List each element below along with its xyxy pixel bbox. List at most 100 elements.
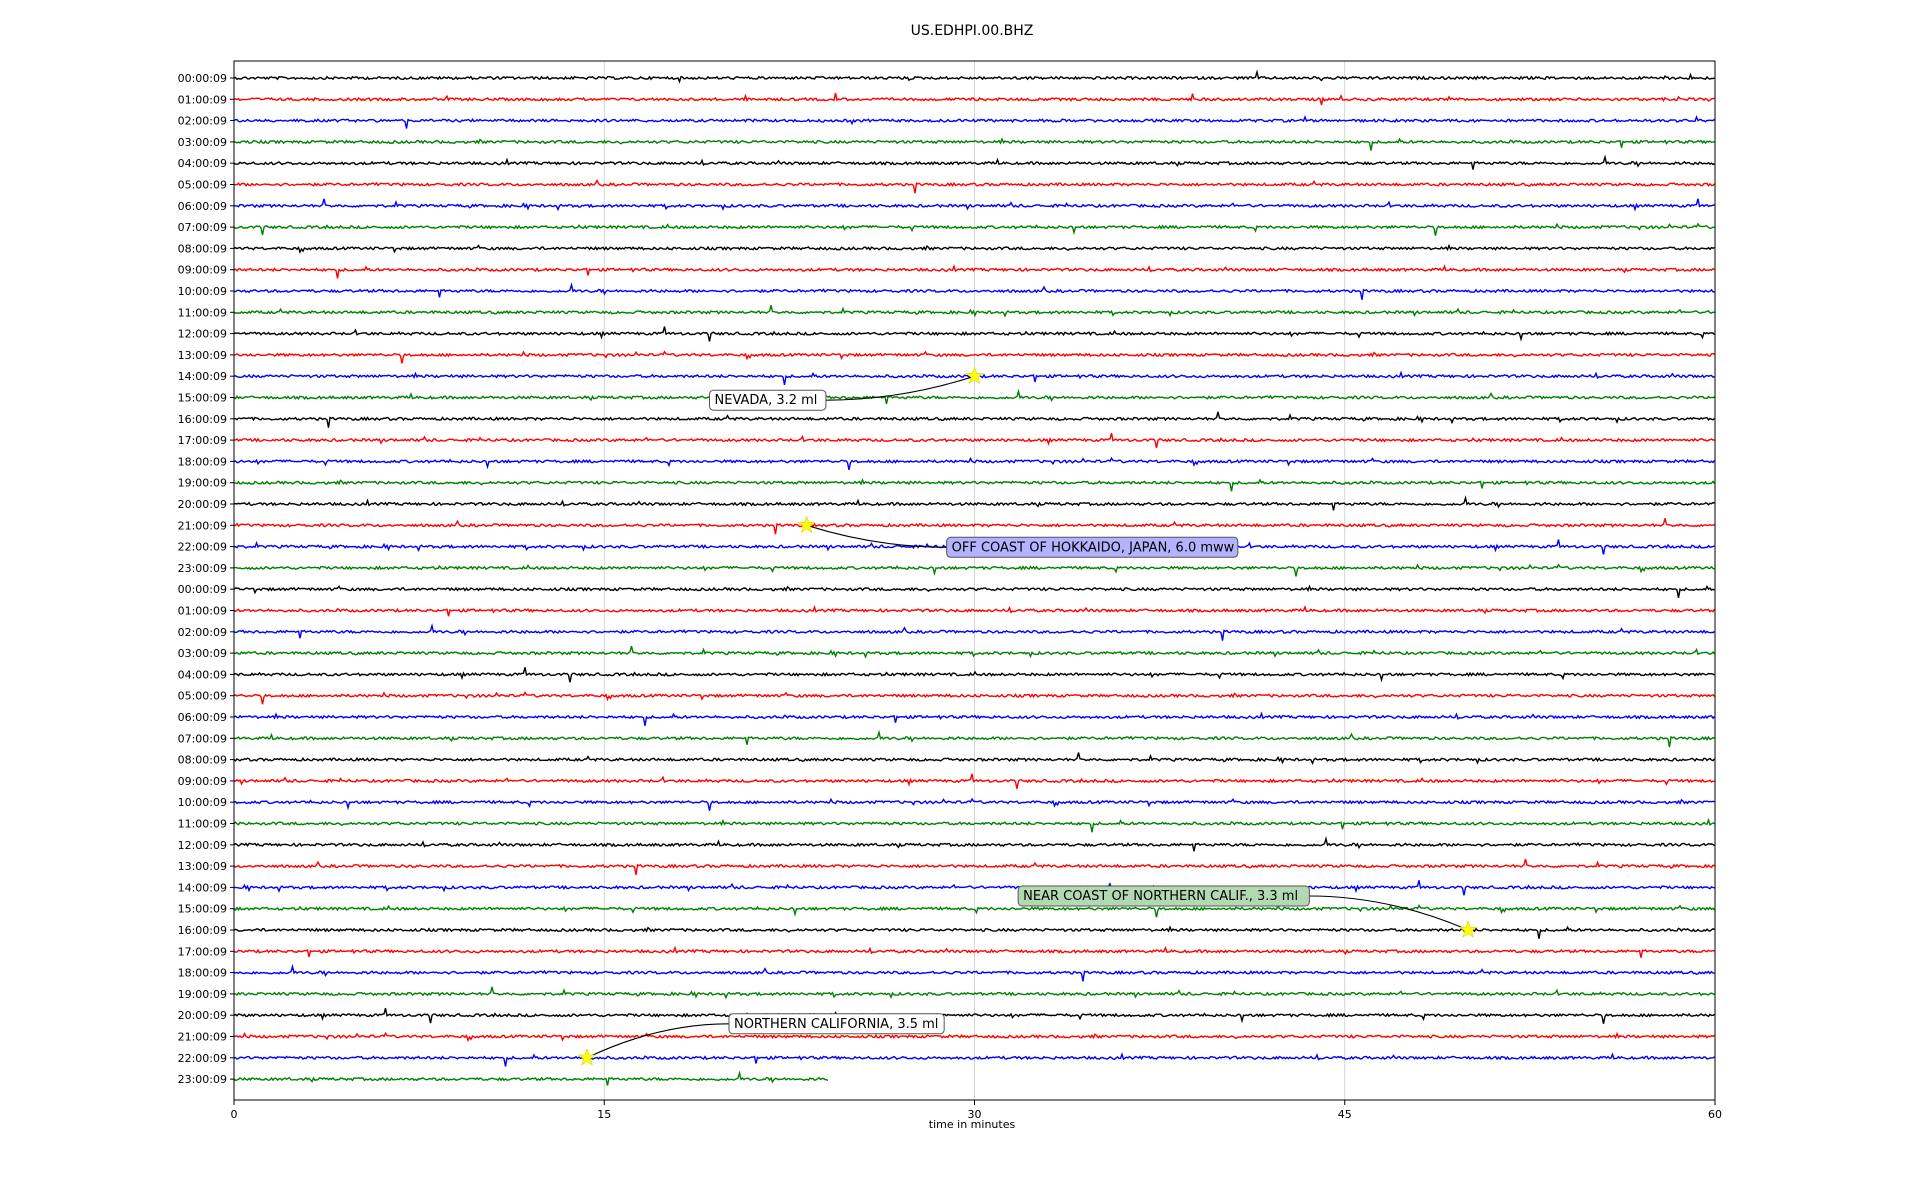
row-time-label: 08:00:09	[178, 754, 227, 767]
row-time-label: 00:00:09	[178, 583, 227, 596]
trace-row-18	[233, 456, 1716, 471]
trace-row-26	[233, 622, 1715, 641]
trace-row-34	[233, 797, 1715, 811]
trace-row-15	[233, 388, 1715, 405]
row-time-label: 17:00:09	[178, 434, 227, 447]
trace-row-29	[233, 691, 1716, 705]
row-time-label: 10:00:09	[178, 796, 227, 809]
trace-row-27	[233, 645, 1716, 659]
trace-row-23	[233, 563, 1715, 577]
row-time-label: 10:00:09	[178, 285, 227, 298]
trace-row-36	[233, 835, 1715, 852]
row-time-label: 13:00:09	[178, 860, 227, 873]
row-time-label: 03:00:09	[178, 647, 227, 660]
trace-row-10	[233, 282, 1715, 300]
trace-row-35	[233, 817, 1715, 833]
row-time-label: 15:00:09	[178, 392, 227, 405]
row-label-layer: 00:00:09 01:00:09 02:00:09 03:00:09 04:00:09…	[178, 72, 234, 1086]
trace-row-25	[233, 604, 1716, 617]
row-time-label: 13:00:09	[178, 349, 227, 362]
trace-row-16	[233, 411, 1715, 428]
row-time-label: 05:00:09	[178, 690, 227, 703]
trace-row-24	[233, 584, 1715, 599]
trace-row-46	[233, 1052, 1715, 1067]
row-time-label: 17:00:09	[178, 945, 227, 958]
trace-row-2	[233, 115, 1715, 129]
row-time-label: 11:00:09	[178, 306, 227, 319]
trace-row-42	[233, 963, 1715, 982]
annotation-connector	[825, 375, 975, 401]
row-time-label: 19:00:09	[178, 477, 227, 490]
grid-layer	[603, 61, 1346, 1100]
trace-row-20	[233, 495, 1715, 511]
trace-row-17	[233, 432, 1715, 449]
trace-row-21	[233, 518, 1715, 535]
trace-row-32	[233, 752, 1716, 766]
row-time-label: 06:00:09	[178, 200, 227, 213]
annotation-layer: NEVADA, 3.2 ml OFF COAST OF HOKKAIDO, JAP…	[577, 366, 1478, 1066]
trace-row-11	[233, 305, 1715, 318]
trace-row-5	[233, 178, 1716, 194]
row-time-label: 01:00:09	[178, 93, 227, 106]
row-time-label: 11:00:09	[178, 818, 227, 831]
row-time-label: 21:00:09	[178, 519, 227, 532]
annotation-box	[709, 389, 827, 411]
row-time-label: 09:00:09	[178, 775, 227, 788]
trace-row-3	[233, 137, 1715, 151]
trace-row-6	[234, 198, 1715, 212]
chart-title: US.EDHPI.00.BHZ	[911, 23, 1034, 39]
row-time-label: 14:00:09	[178, 370, 227, 383]
row-time-label: 03:00:09	[178, 136, 227, 149]
row-time-label: 18:00:09	[178, 455, 227, 468]
x-tick-label: 0	[231, 1108, 238, 1121]
annotation-label: NEAR COAST OF NORTHERN CALIF., 3.3 ml	[1023, 889, 1298, 904]
row-time-label: 21:00:09	[178, 1031, 227, 1044]
annotation-connector	[586, 1023, 729, 1059]
row-time-label: 16:00:09	[178, 413, 227, 426]
row-time-label: 05:00:09	[178, 179, 227, 192]
trace-row-38	[233, 880, 1715, 896]
row-time-label: 15:00:09	[178, 903, 227, 916]
row-time-label: 22:00:09	[178, 541, 227, 554]
trace-row-30	[233, 711, 1716, 726]
row-time-label: 22:00:09	[178, 1052, 227, 1065]
row-time-label: 23:00:09	[178, 562, 227, 575]
event-star-marker	[577, 1048, 597, 1066]
event-star-marker	[965, 366, 984, 385]
trace-row-13	[233, 350, 1715, 364]
row-time-label: 20:00:09	[178, 1009, 227, 1022]
annotation-box	[1017, 885, 1310, 907]
x-tick-label: 30	[968, 1108, 982, 1121]
row-time-label: 06:00:09	[178, 711, 227, 724]
row-time-label: 00:00:09	[178, 72, 227, 85]
row-time-label: 01:00:09	[178, 605, 227, 618]
row-time-label: 07:00:09	[178, 732, 227, 745]
trace-row-39	[233, 904, 1716, 918]
annotation-connector	[806, 524, 947, 548]
row-time-label: 16:00:09	[178, 924, 227, 937]
event-star-marker	[797, 515, 816, 534]
trace-row-37	[233, 858, 1715, 876]
trace-row-31	[233, 729, 1715, 748]
event-star-marker	[1458, 920, 1478, 938]
x-tick-label: 45	[1338, 1108, 1352, 1121]
trace-row-9	[233, 264, 1715, 279]
annotation-label: OFF COAST OF HOKKAIDO, JAPAN, 6.0 mww	[952, 540, 1235, 555]
row-time-label: 18:00:09	[178, 967, 227, 980]
plot-frame	[233, 60, 1716, 1101]
annotation-label: NORTHERN CALIFORNIA, 3.5 ml	[734, 1017, 938, 1032]
x-tick-label: 60	[1708, 1108, 1722, 1121]
annotation-box	[946, 536, 1239, 558]
row-time-label: 04:00:09	[178, 157, 227, 170]
row-time-label: 08:00:09	[178, 242, 227, 255]
trace-row-4	[233, 154, 1715, 170]
row-time-label: 09:00:09	[178, 264, 227, 277]
trace-row-44	[233, 1007, 1715, 1024]
trace-row-1	[233, 92, 1715, 106]
row-time-label: 02:00:09	[178, 626, 227, 639]
row-time-label: 20:00:09	[178, 498, 227, 511]
trace-row-12	[233, 326, 1716, 342]
annotation-label: NEVADA, 3.2 ml	[715, 393, 818, 408]
annotation-connector	[1309, 895, 1469, 931]
